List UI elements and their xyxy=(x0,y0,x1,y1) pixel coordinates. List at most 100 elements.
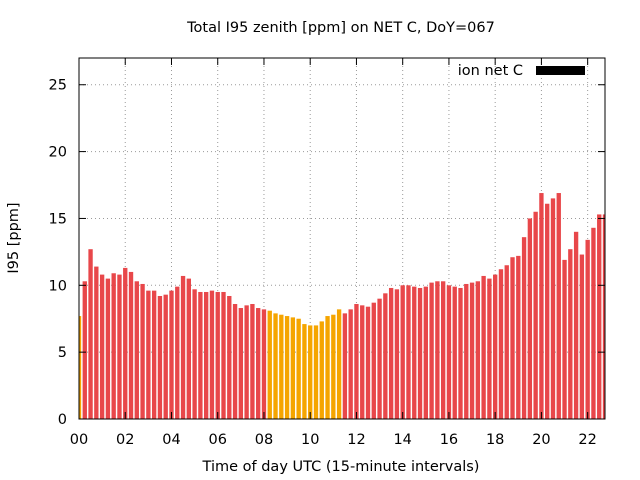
y-tick-label: 5 xyxy=(58,345,67,361)
y-axis-label: I95 [ppm] xyxy=(6,202,22,273)
chart-title: Total I95 zenith [ppm] on NET C, DoY=067 xyxy=(186,20,495,36)
bar xyxy=(354,304,359,419)
bar xyxy=(94,266,99,419)
bar xyxy=(186,278,191,419)
bar xyxy=(88,249,93,419)
bar xyxy=(464,283,469,419)
bar xyxy=(521,237,527,419)
bar xyxy=(498,269,504,419)
bar xyxy=(79,316,82,419)
bar xyxy=(99,274,105,419)
bar xyxy=(539,193,544,419)
x-tick-label: 12 xyxy=(347,432,365,448)
axis-ticks: 0 5 10 15 20 25 00 02 04 06 08 10 12 14 16 18 20 22 xyxy=(49,58,605,448)
bar xyxy=(273,313,278,419)
bar xyxy=(579,254,585,419)
bar xyxy=(302,324,307,419)
bar xyxy=(319,321,324,419)
bar xyxy=(417,287,423,419)
bar xyxy=(602,214,605,419)
bar xyxy=(585,239,590,419)
bar xyxy=(296,318,301,419)
x-tick-label: 00 xyxy=(70,432,88,448)
bar xyxy=(238,308,244,419)
bar xyxy=(516,255,521,419)
bar xyxy=(123,267,128,419)
bar xyxy=(151,290,157,419)
x-tick-label: 04 xyxy=(162,432,180,448)
bar xyxy=(175,286,180,419)
bar xyxy=(198,291,203,419)
y-tick-label: 0 xyxy=(58,412,67,428)
bar xyxy=(140,283,145,419)
bar xyxy=(146,290,151,419)
bar xyxy=(435,281,440,419)
bar xyxy=(360,305,365,419)
y-tick-label: 25 xyxy=(49,78,67,94)
x-tick-label: 20 xyxy=(532,432,550,448)
bars xyxy=(79,193,605,419)
bar xyxy=(284,316,290,419)
bar xyxy=(556,193,561,419)
legend: ion net C xyxy=(458,63,585,79)
bar xyxy=(365,306,371,419)
bar xyxy=(209,290,215,419)
bar xyxy=(573,231,579,419)
bar xyxy=(204,291,209,419)
bar xyxy=(180,275,186,419)
x-tick-label: 06 xyxy=(208,432,226,448)
x-tick-label: 02 xyxy=(116,432,134,448)
bar xyxy=(169,290,174,419)
plot-frame xyxy=(78,57,606,420)
x-tick-label: 08 xyxy=(255,432,273,448)
x-tick-label: 18 xyxy=(486,432,504,448)
bar xyxy=(117,274,122,419)
bar xyxy=(440,281,446,419)
bar xyxy=(388,287,394,419)
x-tick-label: 10 xyxy=(301,432,319,448)
bar xyxy=(383,293,388,419)
bar xyxy=(267,310,272,419)
bar xyxy=(232,304,238,419)
bar xyxy=(279,314,284,419)
bar xyxy=(163,294,168,419)
bar xyxy=(458,287,463,419)
bar xyxy=(256,308,261,419)
bar xyxy=(348,309,353,419)
bar xyxy=(469,282,475,419)
bar xyxy=(481,275,486,419)
bar xyxy=(331,314,336,419)
bar xyxy=(400,285,405,419)
bar xyxy=(406,285,411,419)
bar xyxy=(452,286,457,419)
bar xyxy=(128,271,134,419)
bar xyxy=(446,285,452,419)
bar xyxy=(313,325,319,419)
bar xyxy=(493,274,498,419)
x-tick-label: 22 xyxy=(578,432,596,448)
bar xyxy=(533,211,538,419)
bar xyxy=(412,286,417,419)
bar xyxy=(423,286,428,419)
bar xyxy=(527,218,533,419)
bar xyxy=(429,282,434,419)
bar xyxy=(550,198,556,419)
x-tick-label: 16 xyxy=(440,432,458,448)
bar xyxy=(504,265,509,419)
x-axis-label: Time of day UTC (15-minute intervals) xyxy=(202,459,480,475)
bar xyxy=(215,291,220,419)
bar xyxy=(157,295,163,419)
bar xyxy=(545,203,550,419)
bar xyxy=(336,309,342,419)
y-tick-label: 15 xyxy=(49,211,67,227)
bar xyxy=(487,278,492,419)
bar xyxy=(105,278,111,419)
bar xyxy=(568,249,573,419)
bar xyxy=(250,304,255,419)
bar xyxy=(192,289,197,419)
bar xyxy=(134,281,139,419)
bar xyxy=(562,259,567,419)
bar xyxy=(308,325,313,419)
y-tick-label: 20 xyxy=(49,145,67,161)
